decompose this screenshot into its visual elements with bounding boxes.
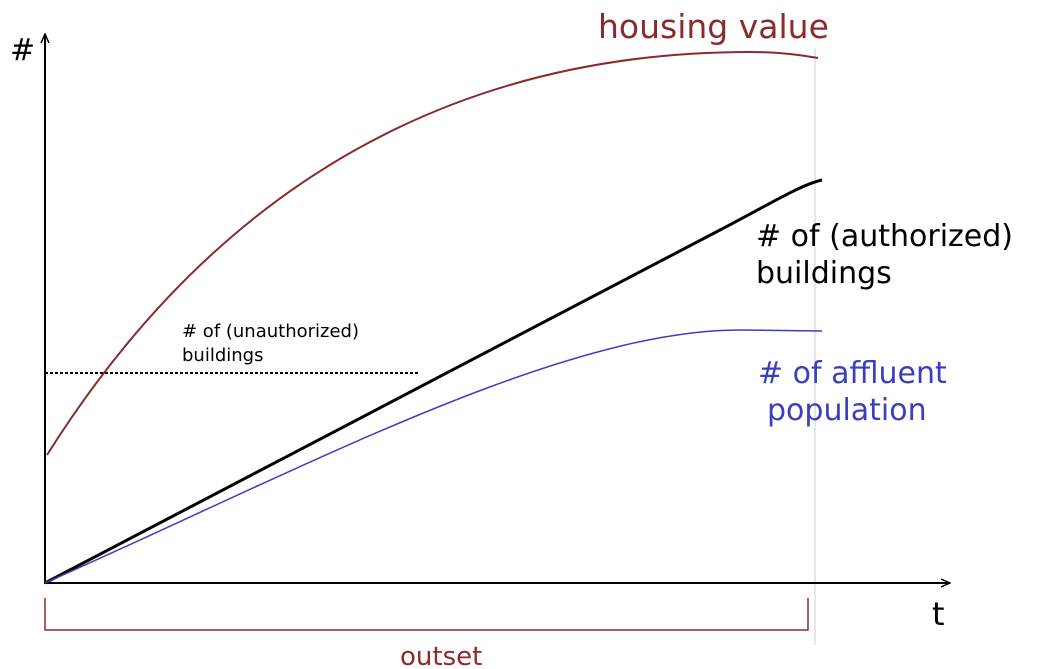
y-axis-label: # xyxy=(10,33,35,68)
affluent-curve xyxy=(44,329,823,584)
period-bracket xyxy=(44,598,809,631)
authorized-label: # of (authorized) xyxy=(756,219,1013,254)
authorized-label: buildings xyxy=(756,256,892,291)
housing-value-label: housing value xyxy=(598,7,829,46)
unauthorized-label: # of (unauthorized) xyxy=(182,321,359,342)
authorized-curve xyxy=(44,178,823,585)
x-axis-label: t xyxy=(932,595,945,633)
housing-value-curve xyxy=(46,50,819,456)
period-label: outset xyxy=(400,642,482,669)
affluent-label: # of affluent xyxy=(758,356,947,391)
affluent-label: population xyxy=(767,393,927,428)
unauthorized-label: buildings xyxy=(182,345,263,366)
